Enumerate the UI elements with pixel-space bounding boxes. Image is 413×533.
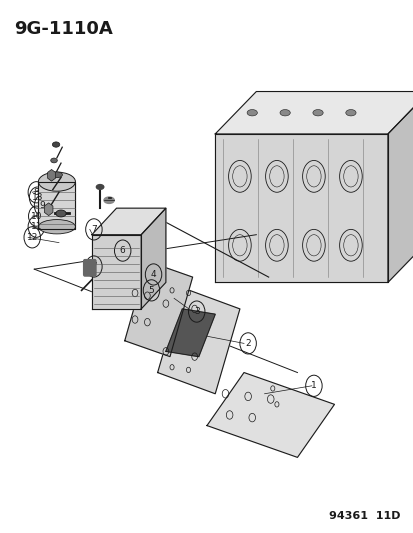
Ellipse shape	[51, 158, 57, 163]
Polygon shape	[124, 261, 192, 357]
Text: 2: 2	[245, 339, 250, 348]
Polygon shape	[92, 208, 166, 235]
Ellipse shape	[345, 110, 355, 116]
Text: 3: 3	[193, 307, 199, 316]
Text: 1: 1	[310, 381, 316, 390]
Text: 13: 13	[32, 193, 43, 202]
Text: 12: 12	[26, 233, 38, 242]
Ellipse shape	[38, 172, 75, 191]
Polygon shape	[206, 373, 334, 457]
Text: 10: 10	[31, 212, 42, 221]
Text: 5: 5	[148, 286, 154, 295]
Ellipse shape	[104, 197, 114, 204]
Text: 7: 7	[91, 262, 97, 271]
Text: 9G-1110A: 9G-1110A	[14, 20, 112, 38]
Polygon shape	[166, 309, 215, 357]
Ellipse shape	[247, 110, 257, 116]
Polygon shape	[215, 134, 387, 282]
Ellipse shape	[38, 220, 75, 234]
Ellipse shape	[51, 172, 62, 177]
Ellipse shape	[96, 184, 104, 189]
Polygon shape	[38, 182, 75, 229]
Polygon shape	[157, 288, 239, 394]
Text: 7: 7	[91, 225, 97, 234]
Polygon shape	[92, 235, 141, 309]
Text: 4: 4	[150, 270, 156, 279]
FancyBboxPatch shape	[83, 260, 96, 276]
Ellipse shape	[312, 110, 323, 116]
Text: 94361  11D: 94361 11D	[328, 511, 399, 521]
Ellipse shape	[52, 142, 59, 147]
Polygon shape	[141, 208, 166, 309]
Text: 11: 11	[31, 222, 42, 231]
Polygon shape	[387, 92, 413, 282]
Text: 8: 8	[33, 188, 39, 197]
Text: 6: 6	[119, 246, 125, 255]
Text: 9: 9	[40, 201, 45, 210]
Ellipse shape	[279, 110, 290, 116]
Ellipse shape	[56, 210, 66, 217]
Polygon shape	[215, 92, 413, 134]
